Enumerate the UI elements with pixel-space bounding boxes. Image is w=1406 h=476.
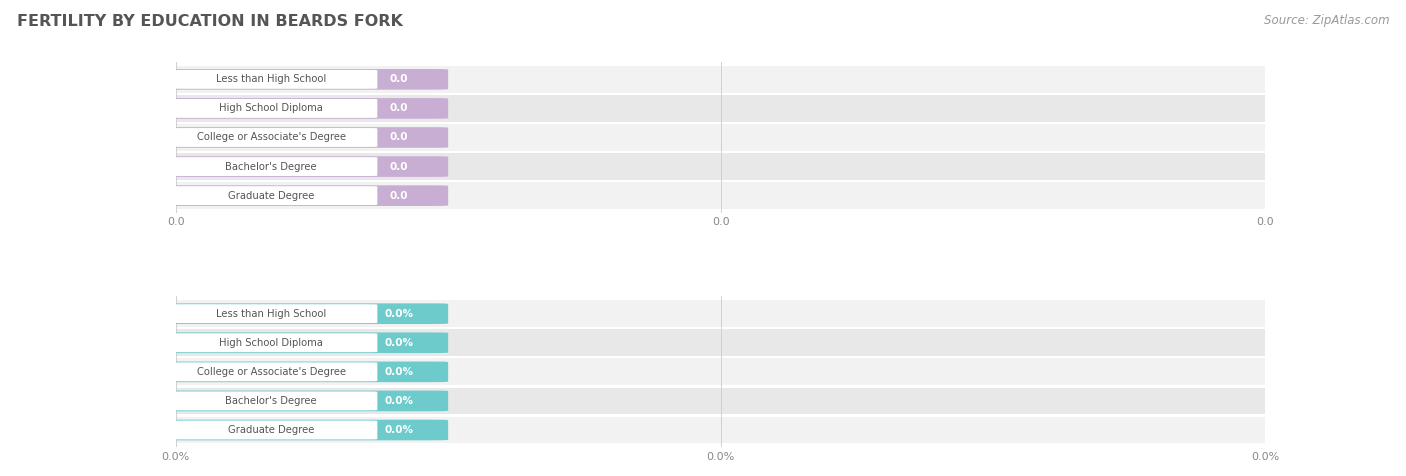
Text: Graduate Degree: Graduate Degree bbox=[228, 190, 315, 200]
Bar bbox=[176, 358, 1265, 385]
Bar bbox=[176, 153, 1265, 180]
FancyBboxPatch shape bbox=[162, 420, 449, 440]
FancyBboxPatch shape bbox=[173, 128, 377, 147]
Text: 0.0%: 0.0% bbox=[385, 309, 413, 319]
FancyBboxPatch shape bbox=[173, 391, 377, 410]
FancyBboxPatch shape bbox=[173, 99, 377, 118]
FancyBboxPatch shape bbox=[162, 98, 449, 119]
FancyBboxPatch shape bbox=[173, 420, 377, 439]
Bar bbox=[176, 300, 1265, 327]
FancyBboxPatch shape bbox=[162, 303, 449, 324]
Text: 0.0: 0.0 bbox=[389, 132, 408, 142]
Text: Less than High School: Less than High School bbox=[217, 74, 326, 84]
Text: 0.0%: 0.0% bbox=[385, 367, 413, 377]
Bar bbox=[176, 182, 1265, 209]
Bar bbox=[176, 416, 1265, 443]
Bar bbox=[176, 66, 1265, 93]
Text: Less than High School: Less than High School bbox=[217, 309, 326, 319]
Text: 0.0%: 0.0% bbox=[385, 396, 413, 406]
FancyBboxPatch shape bbox=[162, 156, 449, 177]
FancyBboxPatch shape bbox=[173, 333, 377, 352]
FancyBboxPatch shape bbox=[173, 362, 377, 381]
Text: Bachelor's Degree: Bachelor's Degree bbox=[225, 396, 316, 406]
Bar bbox=[176, 329, 1265, 356]
Text: 0.0: 0.0 bbox=[389, 161, 408, 171]
FancyBboxPatch shape bbox=[162, 391, 449, 411]
FancyBboxPatch shape bbox=[173, 157, 377, 176]
FancyBboxPatch shape bbox=[162, 332, 449, 353]
FancyBboxPatch shape bbox=[173, 70, 377, 89]
FancyBboxPatch shape bbox=[162, 127, 449, 148]
FancyBboxPatch shape bbox=[173, 304, 377, 323]
Text: College or Associate's Degree: College or Associate's Degree bbox=[197, 367, 346, 377]
Text: 0.0: 0.0 bbox=[389, 190, 408, 200]
Bar bbox=[176, 387, 1265, 414]
Text: College or Associate's Degree: College or Associate's Degree bbox=[197, 132, 346, 142]
FancyBboxPatch shape bbox=[162, 361, 449, 382]
Text: 0.0%: 0.0% bbox=[385, 425, 413, 435]
Text: Bachelor's Degree: Bachelor's Degree bbox=[225, 161, 316, 171]
Text: 0.0: 0.0 bbox=[389, 74, 408, 84]
Text: Source: ZipAtlas.com: Source: ZipAtlas.com bbox=[1264, 14, 1389, 27]
Text: High School Diploma: High School Diploma bbox=[219, 103, 323, 113]
Text: High School Diploma: High School Diploma bbox=[219, 338, 323, 348]
Text: 0.0%: 0.0% bbox=[385, 338, 413, 348]
Text: Graduate Degree: Graduate Degree bbox=[228, 425, 315, 435]
FancyBboxPatch shape bbox=[162, 69, 449, 89]
Text: 0.0: 0.0 bbox=[389, 103, 408, 113]
FancyBboxPatch shape bbox=[162, 185, 449, 206]
Bar bbox=[176, 95, 1265, 122]
Text: FERTILITY BY EDUCATION IN BEARDS FORK: FERTILITY BY EDUCATION IN BEARDS FORK bbox=[17, 14, 402, 30]
FancyBboxPatch shape bbox=[173, 186, 377, 205]
Bar bbox=[176, 124, 1265, 151]
